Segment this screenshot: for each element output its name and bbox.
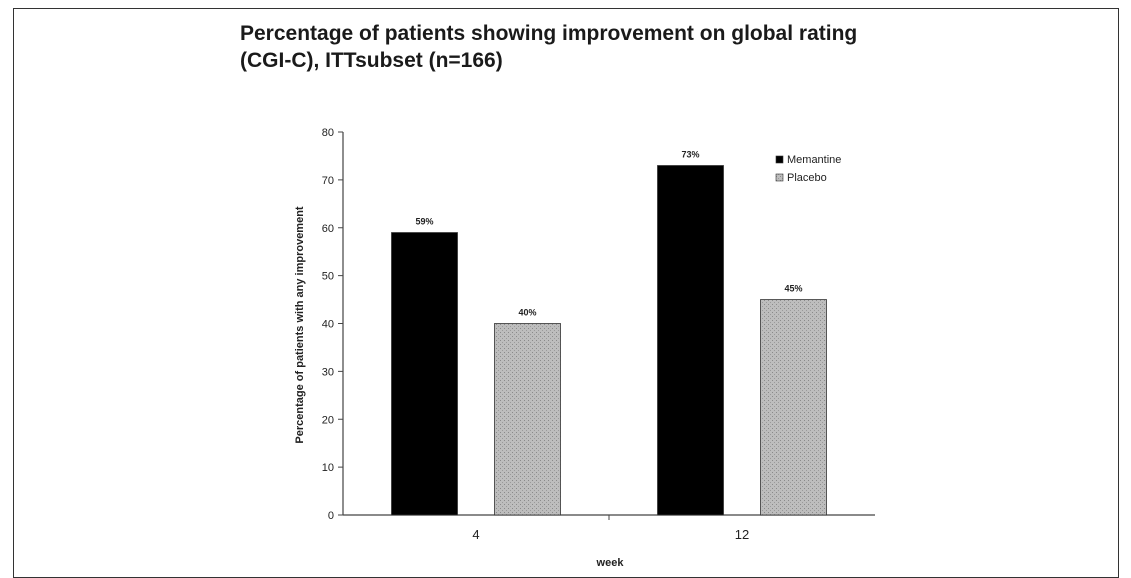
y-tick-label: 40 [322,319,334,331]
chart-title: Percentage of patients showing improveme… [240,20,857,74]
legend-swatch-memantine [775,155,784,164]
y-tick-label: 10 [322,462,334,474]
chart-title-line-1: Percentage of patients showing improveme… [240,22,858,45]
bar-placebo-week-12 [760,299,827,516]
legend-swatch-placebo [775,173,784,182]
legend-label-placebo: Placebo [787,172,827,184]
x-axis-title: week [596,557,625,569]
data-label: 45% [784,284,802,294]
data-label: 59% [415,217,433,227]
y-tick-label: 70 [322,175,334,187]
y-tick-label: 20 [322,414,334,426]
data-label: 73% [681,150,699,160]
y-axis-title: Percentage of patients with any improvem… [294,206,306,444]
data-label: 40% [518,308,536,318]
y-tick-label: 30 [322,366,334,378]
y-tick-label: 50 [322,271,334,283]
figure-frame [13,8,1119,578]
y-tick-label: 60 [322,223,334,235]
x-tick-label: 12 [735,527,749,542]
chart-title-line-2: (CGI-C), ITTsubset (n=166) [240,49,503,72]
bar-memantine-week-12 [657,165,724,516]
y-tick-label: 80 [322,127,334,139]
legend-label-memantine: Memantine [787,154,841,166]
y-tick-label: 0 [328,510,334,522]
bar-placebo-week-4 [494,323,561,516]
x-tick-label: 4 [472,527,479,542]
bar-memantine-week-4 [391,232,458,516]
